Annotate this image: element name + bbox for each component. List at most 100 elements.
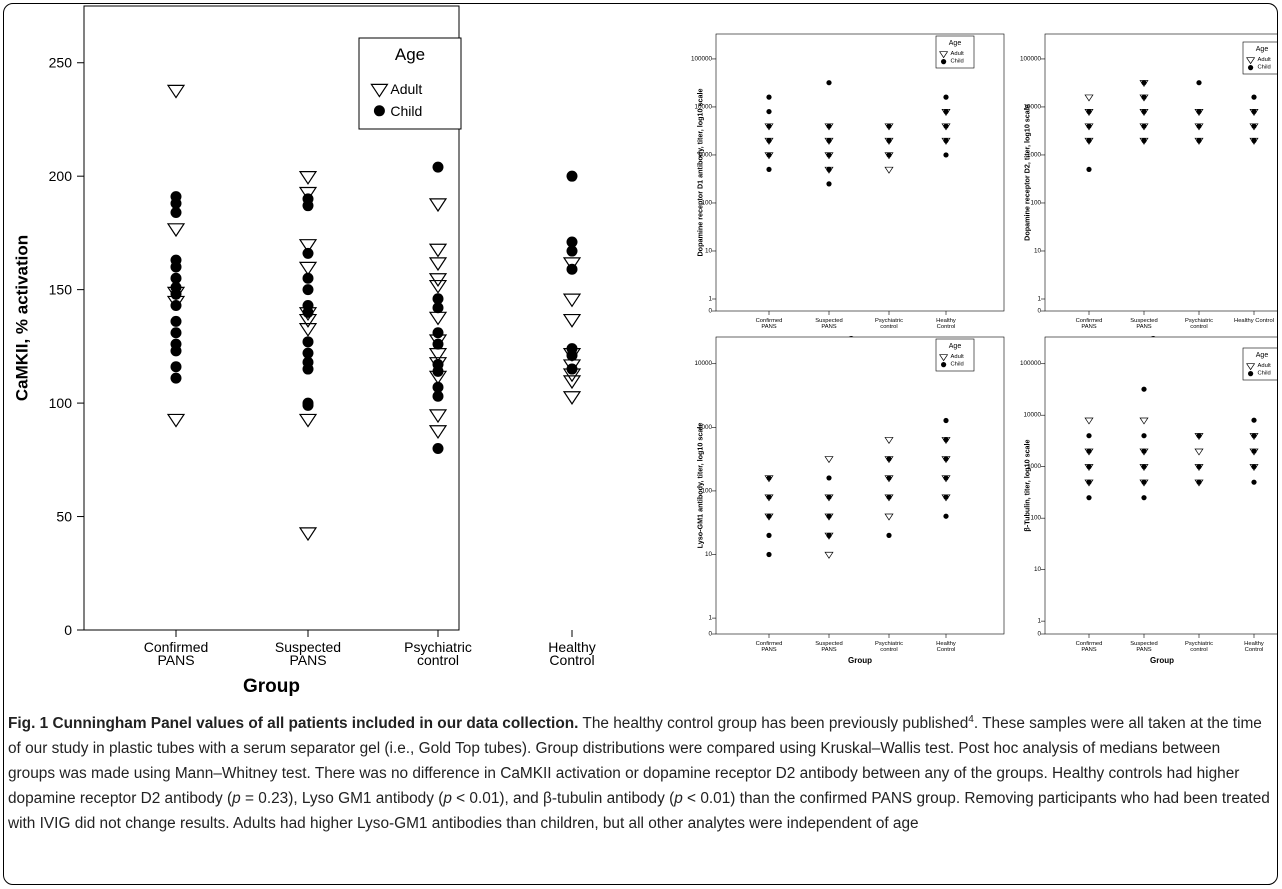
data-point-child [566,263,578,275]
data-point-adult [884,166,894,174]
data-point-child [826,152,832,158]
y-tick-label: 1000 [1027,463,1042,470]
y-axis-label: Dopamine receptor D1 antibody, titer, lo… [696,88,705,256]
data-point-child [1141,386,1147,392]
data-point-child [1141,80,1147,86]
data-point-adult [428,257,448,272]
data-point-child [432,442,444,454]
data-point-child [1196,123,1202,129]
x-tick-label: Suspected [1130,318,1157,324]
x-tick-label: Healthy [936,318,956,324]
caption-title: Cunningham Panel values of all patients … [52,715,579,732]
data-point-child [1086,448,1092,454]
data-point-child [432,381,444,393]
data-point-adult [428,243,448,258]
data-point-child [943,456,949,462]
data-point-child [1086,123,1092,129]
y-tick-label: 100000 [1020,55,1042,62]
chart-camkii: 050100150200250ConfirmedPANSSuspectedPAN… [13,5,596,697]
data-point-child [302,272,314,284]
x-tick-label: PANS [761,647,776,653]
data-point-adult [562,257,582,272]
caption-reference: 4 [968,713,974,725]
data-point-child [826,532,832,538]
caption-text: p [443,790,452,807]
data-point-child [886,494,892,500]
x-tick-label: PANS [1136,647,1151,653]
data-point-child [766,152,772,158]
data-point-adult [298,413,318,428]
caption-body: The healthy control group has been previ… [8,713,1270,832]
data-point-child [886,123,892,129]
x-tick-label: control [1190,647,1207,653]
data-point-adult [824,551,834,559]
x-tick-label: Confirmed [144,639,209,655]
legend: Age Adult Child [1242,41,1277,75]
x-tick-label: Psychiatric [875,641,903,647]
data-point-child [1141,123,1147,129]
y-tick-label: 1 [1037,618,1041,625]
legend: Age Adult Child [358,37,462,130]
data-point-adult [298,239,318,253]
data-point-adult [1084,94,1094,102]
x-tick-label: Suspected [815,641,842,647]
x-tick-label: Confirmed [756,641,783,647]
data-point-adult [428,273,448,287]
data-point-child [170,300,182,312]
plot-frame [715,33,1005,312]
data-point-child [1141,495,1147,501]
y-tick-label: 10000 [694,360,712,367]
y-tick-label: 10 [705,247,713,254]
y-tick-label: 100 [1030,515,1041,522]
x-tick-label: Psychiatric [404,639,472,655]
legend: Age Adult Child [935,338,975,372]
data-point-child [1141,108,1147,115]
y-tick-label: 0 [708,631,712,638]
data-point-child [302,306,314,318]
legend-child-label: Child [1258,371,1271,377]
data-point-child [432,302,444,314]
data-point-child [1251,123,1257,129]
caption-text: . These samples were all taken at the ti… [8,715,1262,807]
y-tick-label: 100 [701,199,712,206]
y-tick-label: 150 [49,282,73,298]
data-point-child [943,137,949,144]
y-tick-label: 0 [64,622,72,638]
legend-child-marker [941,59,947,65]
data-point-child [170,206,182,218]
data-point-child [943,437,949,443]
legend-title: Age [1256,352,1269,359]
data-point-child [943,475,949,481]
x-tick-label: control [1190,324,1207,330]
x-tick-label: PANS [1081,324,1096,330]
data-point-child [432,327,444,339]
x-tick-label: Control [937,324,956,330]
legend-child-marker [1248,65,1254,71]
data-point-child [943,513,949,519]
data-point-child [1141,137,1147,144]
data-point-child [1251,137,1257,144]
y-tick-label: 100 [701,487,712,494]
data-point-adult [166,223,186,238]
plot-frame [1044,33,1277,312]
y-tick-label: 10 [1034,566,1042,573]
data-point-child [302,200,314,212]
legend-child-marker [1248,371,1254,377]
x-tick-label: control [417,652,459,668]
data-point-adult [562,375,582,390]
legend-adult-label: Adult [1258,57,1272,63]
x-tick-label: Healthy Control [1234,318,1274,324]
data-point-adult [166,84,186,99]
chart-d2: 0110100100010000100000ConfirmedPANSSuspe… [1020,33,1277,344]
y-tick-label: 1 [1037,295,1041,302]
data-point-adult [884,513,894,521]
data-point-child [826,181,832,187]
data-point-child [943,417,949,424]
x-tick-label: Psychiatric [875,318,903,324]
legend-child-marker [373,105,385,117]
legend-adult-marker [1246,363,1256,371]
y-tick-label: 50 [56,509,72,525]
data-point-child [826,166,832,173]
data-point-child [170,345,182,357]
data-point-child [432,338,444,350]
